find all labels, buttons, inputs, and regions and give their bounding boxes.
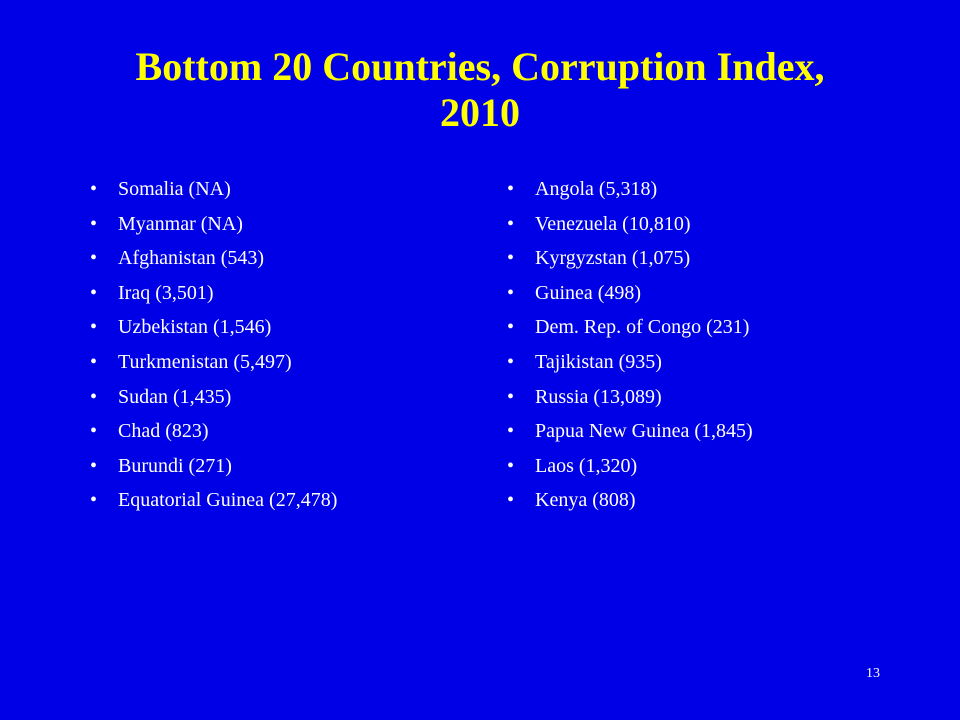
bullet-item: Myanmar (NA): [90, 207, 337, 242]
bullet-item: Venezuela (10,810): [507, 207, 753, 242]
bullet-item: Afghanistan (543): [90, 241, 337, 276]
bullet-item: Kyrgyzstan (1,075): [507, 241, 753, 276]
bullet-item: Burundi (271): [90, 449, 337, 484]
bullet-item: Angola (5,318): [507, 172, 753, 207]
bullet-list: Angola (5,318)Venezuela (10,810)Kyrgyzst…: [507, 172, 753, 518]
bullet-item: Somalia (NA): [90, 172, 337, 207]
bullet-item: Guinea (498): [507, 276, 753, 311]
bullet-item: Equatorial Guinea (27,478): [90, 483, 337, 518]
bullet-list: Somalia (NA)Myanmar (NA)Afghanistan (543…: [90, 172, 337, 518]
bullet-item: Sudan (1,435): [90, 380, 337, 415]
bullet-item: Turkmenistan (5,497): [90, 345, 337, 380]
bullet-item: Russia (13,089): [507, 380, 753, 415]
bullet-item: Papua New Guinea (1,845): [507, 414, 753, 449]
page-number: 13: [866, 666, 880, 681]
bullet-item: Dem. Rep. of Congo (231): [507, 310, 753, 345]
bullet-item: Uzbekistan (1,546): [90, 310, 337, 345]
bullet-item: Iraq (3,501): [90, 276, 337, 311]
bullet-item: Kenya (808): [507, 483, 753, 518]
slide-title: Bottom 20 Countries, Corruption Index, 2…: [135, 44, 825, 135]
bullet-item: Laos (1,320): [507, 449, 753, 484]
bullet-item: Tajikistan (935): [507, 345, 753, 380]
bullet-item: Chad (823): [90, 414, 337, 449]
